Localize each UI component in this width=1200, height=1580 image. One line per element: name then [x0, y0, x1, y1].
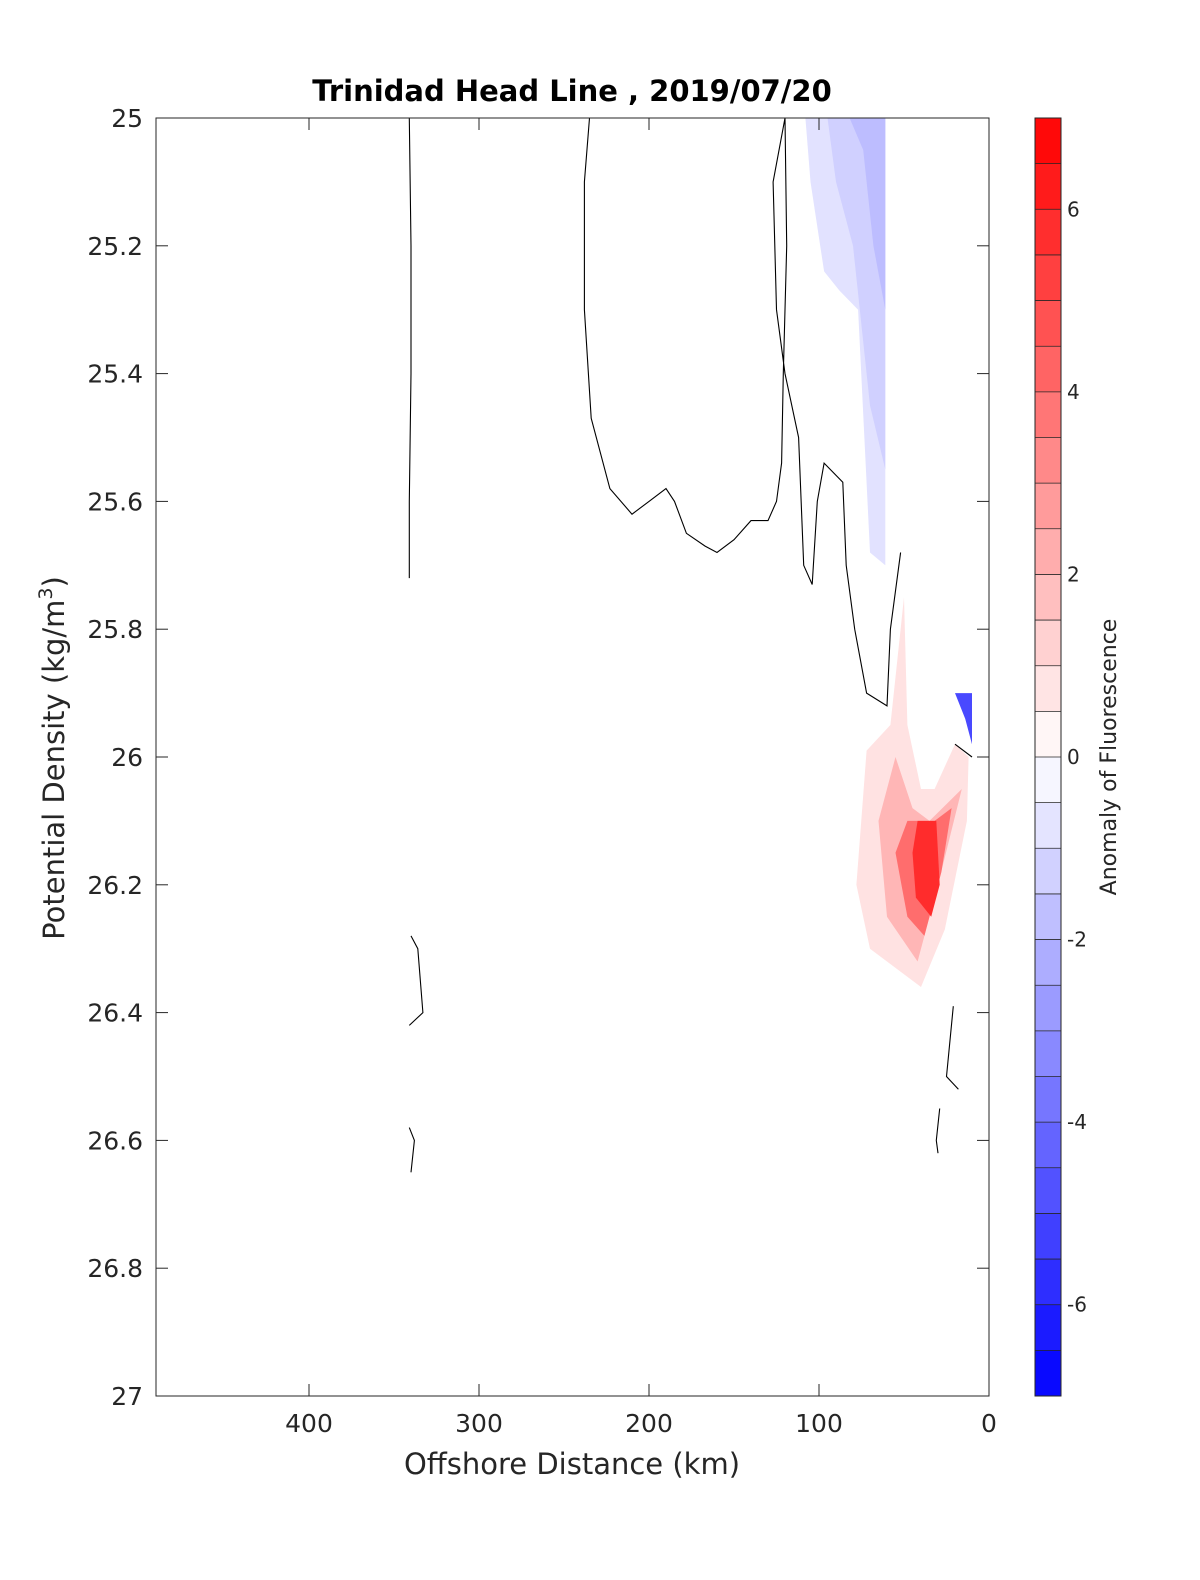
colorbar-label: Anomaly of Fluorescence — [1097, 619, 1122, 896]
colorbar-bands — [1035, 118, 1061, 1396]
y-tick-label: 25.8 — [87, 615, 143, 644]
zero-contours — [408, 117, 973, 1173]
colorbar-band — [1035, 1259, 1061, 1305]
colorbar-band — [1035, 757, 1061, 803]
colorbar-tick-label: -6 — [1067, 1293, 1087, 1317]
colorbar-band — [1035, 665, 1061, 712]
colorbar-band — [1035, 391, 1061, 438]
negative-anomaly-surface-core2 — [849, 118, 886, 310]
anomaly-fills — [805, 118, 972, 987]
x-tick-label: 300 — [455, 1409, 503, 1438]
y-tick-label: 26.8 — [87, 1254, 143, 1283]
colorbar-band — [1035, 1122, 1061, 1168]
y-tick-label: 25 — [111, 104, 143, 133]
chart-title: Trinidad Head Line , 2019/07/20 — [312, 74, 832, 108]
positive-anomaly-1 — [856, 597, 969, 987]
colorbar-band — [1035, 300, 1061, 347]
x-axis-label: Offshore Distance (km) — [404, 1447, 740, 1481]
x-tick-label: 0 — [981, 1409, 997, 1438]
colorbar-tick-label: 0 — [1067, 745, 1080, 769]
colorbar-band — [1035, 711, 1061, 757]
zero-contour-nearshore-2 — [945, 1006, 959, 1090]
plot-area: 400 300 200 100 0 25 25.2 25.4 25.6 25.8 26 26.2 26… — [87, 104, 997, 1438]
colorbar-band — [1035, 1167, 1061, 1214]
y-axis-label-superscript: 3 — [35, 587, 57, 599]
colorbar-band — [1035, 437, 1061, 484]
zero-contour-upper-loop — [583, 117, 902, 707]
y-tick-label: 26 — [111, 743, 143, 772]
colorbar-band — [1035, 620, 1061, 666]
zero-contour-nearshore-1 — [954, 743, 973, 758]
colorbar-band — [1035, 1304, 1061, 1351]
colorbar-ticks: 6 4 2 0 -2 -4 -6 — [1067, 197, 1087, 1316]
colorbar-frame — [1034, 117, 1062, 1397]
colorbar-tick-label: 2 — [1067, 562, 1080, 586]
colorbar-band — [1035, 1076, 1061, 1123]
colorbar-band — [1035, 802, 1061, 849]
colorbar-band — [1035, 209, 1061, 255]
y-tick-label: 26.4 — [87, 999, 143, 1028]
colorbar-band — [1035, 346, 1061, 392]
negative-anomaly-nearshore — [955, 693, 972, 745]
y-axis-label-close: ) — [37, 576, 71, 587]
colorbar-tick-label: -4 — [1067, 1110, 1087, 1134]
y-tick-label: 25.2 — [87, 232, 143, 261]
y-axis-label-group: Potential Density (kg/m3) — [35, 576, 71, 940]
y-axis-label-main: Potential Density (kg/m — [37, 600, 71, 940]
colorbar: 6 4 2 0 -2 -4 -6 — [1034, 117, 1087, 1397]
positive-anomaly-core — [912, 820, 940, 917]
y-axis-label: Potential Density (kg/m3) — [35, 576, 71, 940]
zero-contour-deep-left-2 — [408, 1127, 415, 1173]
colorbar-band — [1035, 1350, 1061, 1396]
colorbar-band — [1035, 574, 1061, 621]
x-tick-label: 100 — [795, 1409, 843, 1438]
colorbar-band — [1035, 163, 1061, 210]
y-tick-label: 26.6 — [87, 1126, 143, 1155]
colorbar-band — [1035, 483, 1061, 529]
colorbar-band — [1035, 1213, 1061, 1260]
y-tick-label: 26.2 — [87, 871, 143, 900]
y-axis-ticks: 25 25.2 25.4 25.6 25.8 26 26.2 26.4 26.6 26.8 27 — [87, 104, 989, 1411]
x-tick-label: 400 — [285, 1409, 333, 1438]
x-axis-ticks: 400 300 200 100 0 — [285, 118, 997, 1438]
colorbar-band — [1035, 939, 1061, 986]
x-tick-label: 200 — [625, 1409, 673, 1438]
colorbar-band — [1035, 254, 1061, 301]
y-tick-label: 25.4 — [87, 360, 143, 389]
colorbar-band — [1035, 985, 1061, 1031]
colorbar-band — [1035, 848, 1061, 894]
plot-background — [156, 118, 989, 1396]
y-tick-label: 27 — [111, 1382, 143, 1411]
zero-contour-offshore — [408, 117, 412, 579]
zero-contour-deep-left — [408, 935, 424, 1026]
colorbar-band — [1035, 1030, 1061, 1077]
colorbar-band — [1035, 118, 1061, 164]
colorbar-tick-label: 6 — [1067, 197, 1080, 221]
colorbar-band — [1035, 893, 1061, 940]
colorbar-tick-label: -2 — [1067, 928, 1087, 952]
colorbar-band — [1035, 528, 1061, 575]
zero-contour-nearshore-3 — [935, 1108, 941, 1154]
y-tick-label: 25.6 — [87, 487, 143, 516]
colorbar-label-group: Anomaly of Fluorescence — [1097, 619, 1122, 896]
colorbar-tick-label: 4 — [1067, 380, 1080, 404]
